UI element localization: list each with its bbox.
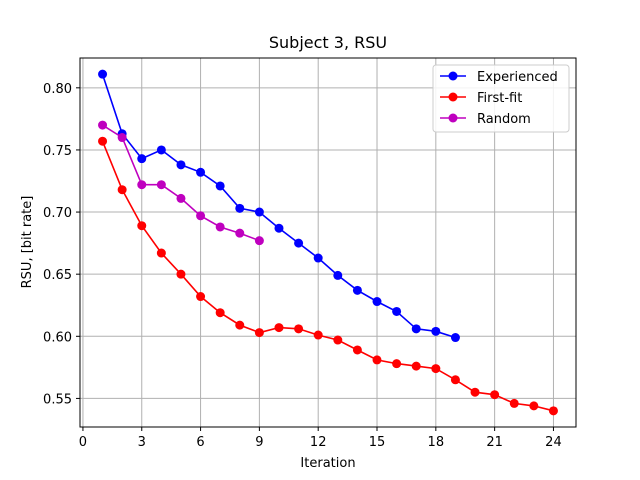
data-point bbox=[431, 326, 441, 336]
x-tick-label: 12 bbox=[310, 435, 327, 450]
x-tick-label: 0 bbox=[79, 435, 87, 450]
y-tick-label: 0.55 bbox=[43, 392, 72, 407]
data-point bbox=[117, 133, 127, 143]
data-point bbox=[294, 324, 304, 334]
series-random bbox=[98, 120, 264, 246]
legend: Experienced First-fit Random bbox=[432, 64, 570, 133]
data-point bbox=[254, 328, 264, 338]
data-point bbox=[450, 333, 460, 343]
x-tick-label: 15 bbox=[369, 435, 386, 450]
y-tick-label: 0.75 bbox=[43, 144, 72, 159]
data-point bbox=[411, 361, 421, 371]
data-point bbox=[392, 306, 402, 316]
data-point bbox=[470, 387, 480, 397]
data-point bbox=[215, 308, 225, 318]
data-point bbox=[98, 69, 108, 79]
series-experienced bbox=[98, 69, 460, 343]
data-point bbox=[196, 167, 206, 177]
ticks: 0 3 6 9 12 15 18 21 24 0.55 0.60 0.65 0.70 0.75 0.80 bbox=[43, 82, 562, 450]
legend-marker bbox=[448, 92, 458, 102]
data-point bbox=[137, 154, 147, 164]
data-point bbox=[215, 181, 225, 191]
data-point bbox=[372, 355, 382, 365]
data-point bbox=[156, 180, 166, 190]
data-point bbox=[196, 292, 206, 302]
data-point bbox=[392, 359, 402, 369]
data-point bbox=[235, 228, 245, 238]
x-tick-label: 6 bbox=[196, 435, 204, 450]
data-point bbox=[490, 390, 500, 400]
data-point bbox=[529, 401, 539, 411]
y-axis-label: RSU, [bit rate] bbox=[20, 196, 35, 289]
data-point bbox=[294, 238, 304, 248]
data-point bbox=[215, 222, 225, 232]
data-point bbox=[254, 207, 264, 217]
x-tick-label: 18 bbox=[428, 435, 445, 450]
data-point bbox=[411, 324, 421, 334]
legend-marker bbox=[448, 113, 458, 123]
data-point bbox=[509, 398, 519, 408]
data-point bbox=[98, 120, 108, 130]
data-point bbox=[372, 297, 382, 307]
data-point bbox=[156, 248, 166, 258]
data-point bbox=[176, 193, 186, 203]
data-point bbox=[196, 211, 206, 221]
data-point bbox=[333, 335, 343, 345]
legend-item: First-fit bbox=[440, 91, 522, 106]
x-tick-label: 21 bbox=[486, 435, 503, 450]
y-tick-label: 0.80 bbox=[43, 82, 72, 97]
data-point bbox=[176, 160, 186, 170]
data-point bbox=[137, 221, 147, 231]
chart-title: Subject 3, RSU bbox=[269, 33, 387, 52]
legend-box bbox=[432, 64, 570, 133]
series-layer bbox=[98, 69, 558, 416]
data-point bbox=[352, 285, 362, 295]
data-point bbox=[313, 330, 323, 340]
data-point bbox=[117, 185, 127, 195]
x-tick-label: 9 bbox=[255, 435, 263, 450]
data-point bbox=[352, 345, 362, 355]
data-point bbox=[98, 136, 108, 146]
data-point bbox=[548, 406, 558, 416]
data-point bbox=[431, 364, 441, 374]
plot-frame bbox=[79, 57, 577, 428]
legend-label: Random bbox=[477, 112, 531, 127]
x-tick-label: 24 bbox=[545, 435, 562, 450]
legend-marker bbox=[448, 71, 458, 81]
data-point bbox=[235, 203, 245, 213]
data-point bbox=[274, 323, 284, 333]
data-point bbox=[176, 269, 186, 279]
legend-item: Experienced bbox=[440, 70, 558, 85]
data-point bbox=[333, 270, 343, 280]
x-tick-label: 3 bbox=[138, 435, 146, 450]
legend-item: Random bbox=[440, 112, 531, 127]
data-point bbox=[156, 145, 166, 155]
data-point bbox=[137, 180, 147, 190]
x-axis-label: Iteration bbox=[300, 456, 355, 471]
legend-label: Experienced bbox=[477, 70, 558, 85]
data-point bbox=[313, 253, 323, 263]
y-tick-label: 0.65 bbox=[43, 268, 72, 283]
data-point bbox=[254, 236, 264, 246]
y-tick-label: 0.70 bbox=[43, 206, 72, 221]
data-point bbox=[235, 320, 245, 330]
series-first-fit bbox=[98, 136, 558, 416]
data-point bbox=[274, 223, 284, 233]
data-point bbox=[450, 375, 460, 385]
legend-label: First-fit bbox=[477, 91, 522, 106]
y-tick-label: 0.60 bbox=[43, 330, 72, 345]
